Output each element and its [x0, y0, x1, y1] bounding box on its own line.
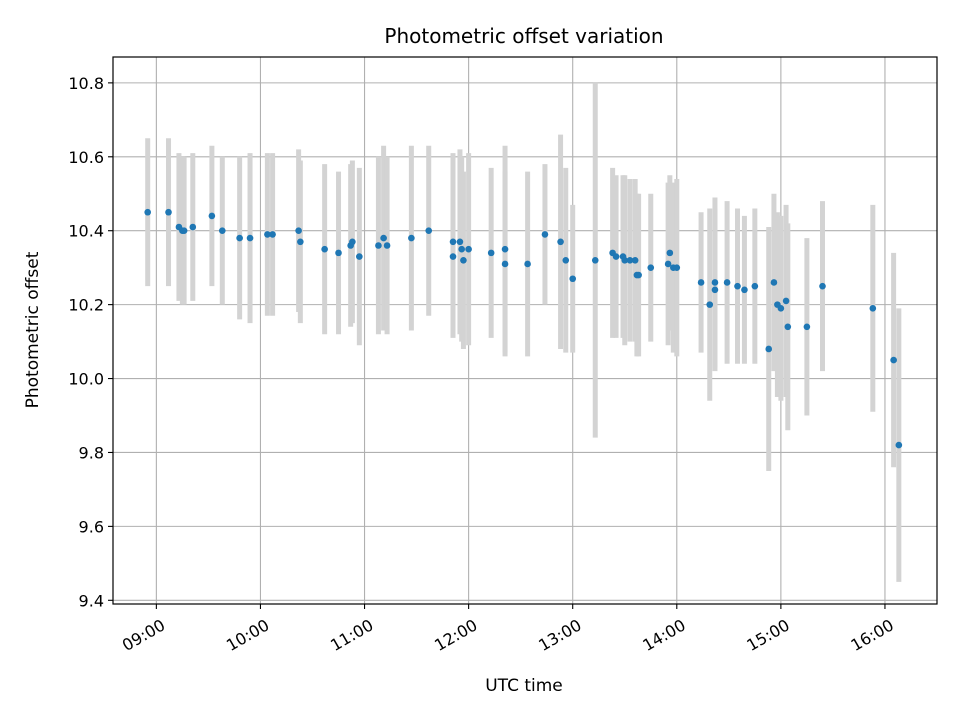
data-point [765, 345, 773, 353]
data-point [895, 441, 903, 449]
data-point [803, 323, 811, 331]
data-point [408, 234, 415, 242]
data-point [612, 253, 620, 260]
data-point [269, 231, 276, 238]
data-point [218, 227, 226, 235]
data-point [890, 356, 897, 364]
data-point [557, 238, 564, 246]
data-points [144, 208, 903, 449]
data-point [246, 234, 254, 242]
data-point [635, 271, 642, 279]
data-point [524, 260, 531, 268]
data-point [456, 238, 464, 246]
data-point [458, 245, 465, 253]
data-point [562, 256, 570, 264]
y-tick-label: 10.8 [68, 74, 104, 93]
data-point [723, 279, 731, 286]
data-point [697, 279, 705, 286]
data-point [673, 264, 681, 271]
data-point [380, 234, 387, 242]
data-point [425, 227, 433, 235]
data-point [541, 231, 549, 238]
data-point [501, 245, 509, 253]
data-point [297, 238, 304, 246]
data-point [295, 227, 302, 235]
chart-title: Photometric offset variation [384, 24, 663, 48]
data-point [208, 212, 216, 220]
y-tick-label: 9.8 [79, 443, 104, 462]
data-point [777, 305, 785, 312]
data-point [621, 256, 629, 264]
data-point [321, 245, 328, 253]
y-tick-label: 9.4 [79, 591, 104, 610]
data-point [449, 238, 457, 246]
data-point [706, 301, 714, 308]
data-point [782, 297, 790, 305]
y-tick-label: 10.6 [68, 148, 104, 167]
data-point [626, 256, 634, 264]
data-point [869, 305, 877, 312]
data-point [180, 227, 188, 235]
data-point [487, 249, 495, 257]
data-point [734, 282, 741, 290]
y-axis-label: Photometric offset [23, 251, 43, 408]
plot-area-frame [112, 56, 938, 605]
x-axis-label: UTC time [485, 676, 563, 696]
y-tick-label: 10.0 [68, 370, 104, 389]
data-point [666, 249, 674, 257]
data-point [349, 238, 356, 246]
data-point [741, 286, 748, 294]
data-point [751, 282, 759, 290]
data-point [335, 249, 342, 257]
data-point [569, 275, 577, 283]
y-tick-label: 10.4 [68, 222, 104, 241]
data-point [236, 234, 243, 242]
data-point [591, 256, 599, 264]
data-point [770, 279, 778, 286]
data-point [501, 260, 509, 268]
data-point [449, 253, 457, 260]
data-point [460, 256, 467, 264]
y-tick-label: 9.6 [79, 517, 104, 536]
data-point [375, 242, 382, 249]
data-point [784, 323, 792, 331]
data-point [711, 286, 719, 294]
data-point [356, 253, 363, 260]
y-tick-label: 10.2 [68, 296, 104, 315]
data-point [465, 245, 472, 253]
data-point [631, 256, 639, 264]
data-point [165, 208, 172, 216]
data-point [383, 242, 391, 249]
data-point [711, 279, 719, 286]
data-point [664, 260, 672, 268]
data-point [144, 208, 151, 216]
y-axis-ticks: 9.4 9.6 9.8 10.0 10.2 10.4 10.6 10.8 [68, 74, 113, 610]
data-point [264, 231, 271, 238]
data-point [647, 264, 655, 271]
data-point [819, 282, 826, 290]
data-point [189, 223, 197, 231]
